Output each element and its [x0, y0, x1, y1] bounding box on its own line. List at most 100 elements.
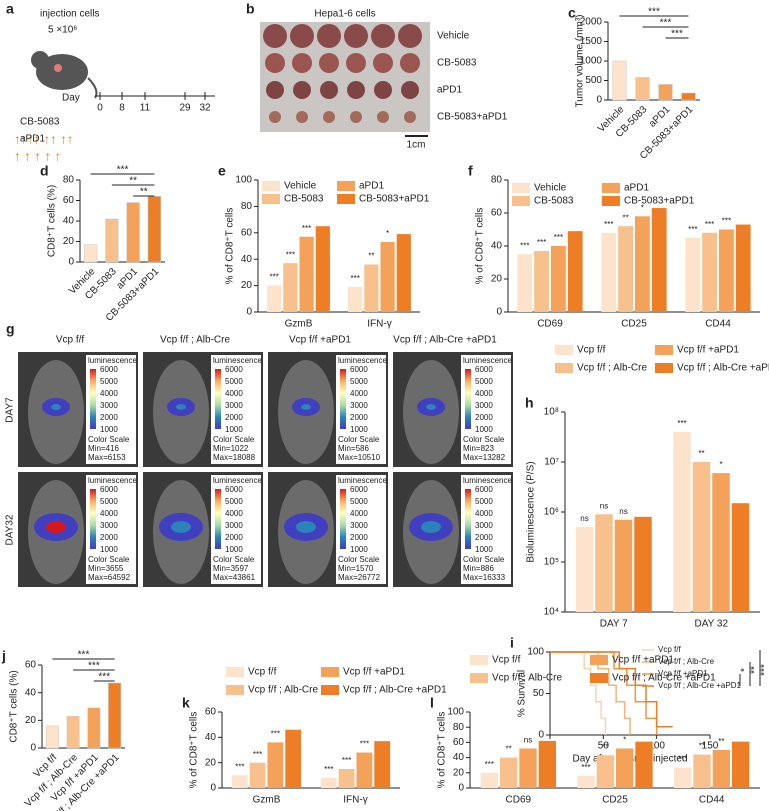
significance: ns — [580, 514, 588, 523]
panel-label: a — [6, 1, 14, 17]
colorbar-tick: 2000 — [475, 533, 493, 542]
legend-title: luminescence — [213, 476, 262, 485]
legend-swatch — [602, 183, 620, 193]
colorbar-tick: 4000 — [350, 509, 368, 518]
legend-label: Vcp f/f +aPD1 — [677, 345, 739, 356]
tumor-photo — [350, 111, 362, 123]
panel-label: l — [430, 695, 434, 711]
significance: *** — [88, 661, 100, 672]
max: Max=16333 — [463, 573, 506, 582]
colorbar-tick: 3000 — [225, 521, 243, 530]
colorbar-tick: 6000 — [475, 365, 493, 374]
tumor-photo — [293, 81, 311, 99]
max: Max=18088 — [213, 453, 256, 462]
bar — [692, 462, 711, 612]
tumor-photo — [401, 81, 419, 99]
legend-swatch — [555, 345, 573, 355]
legend-label: Vehicle — [534, 183, 567, 194]
signal-core — [426, 404, 436, 410]
bar — [601, 232, 617, 312]
signal-core — [51, 404, 61, 410]
colorbar-tick: 6000 — [350, 485, 368, 494]
colorbar-tick: 4000 — [475, 509, 493, 518]
significance: *** — [537, 238, 546, 247]
drug-label: CB-5083 — [20, 117, 60, 128]
y-axis-label: % of CD8⁺T cells — [225, 208, 236, 285]
signal-core — [421, 521, 441, 533]
signal-core — [176, 404, 186, 410]
bar — [374, 741, 391, 788]
bar — [480, 772, 498, 788]
colorbar-tick: 1000 — [475, 425, 493, 434]
y-tick-label: 0 — [246, 307, 252, 318]
bar — [702, 232, 717, 312]
bar — [719, 229, 734, 312]
colorbar-tick: 1000 — [225, 425, 243, 434]
legend-swatch — [226, 685, 244, 695]
bar — [84, 244, 98, 263]
tumor-photo — [373, 53, 393, 73]
schematic-dose: 5 ×10⁶ — [48, 25, 77, 36]
significance: *** — [342, 756, 351, 765]
drug-label: aPD1 — [20, 134, 45, 145]
tumor-photo — [374, 81, 392, 99]
bar — [66, 715, 80, 749]
bar — [267, 285, 282, 312]
bar — [320, 777, 337, 788]
significance: *** — [235, 762, 244, 771]
colorbar-tick: 4000 — [225, 389, 243, 398]
signal-core — [296, 521, 316, 533]
tumor-photo — [404, 111, 416, 123]
significance: ns — [524, 736, 532, 745]
y-tick-label: 40 — [453, 752, 465, 763]
legend-label: CB-5083 — [284, 194, 324, 205]
bar — [595, 514, 613, 612]
significance: *** — [98, 672, 110, 683]
y-tick-label: 40 — [491, 241, 503, 252]
bar — [87, 707, 101, 749]
colorbar — [90, 369, 96, 429]
scale-title: Color Scale — [88, 435, 130, 444]
min: Min=3597 — [213, 564, 249, 573]
colorbar-tick: 4000 — [225, 509, 243, 518]
x-tick-label: CD69 — [537, 319, 563, 330]
legend-swatch — [262, 181, 280, 191]
bar — [551, 246, 566, 312]
tumor-photo — [346, 53, 366, 73]
colorbar-tick: 5000 — [350, 377, 368, 386]
column-title: Vcp f/f ; Alb-Cre — [160, 335, 230, 346]
significance: *** — [485, 760, 494, 769]
scale-title: Color Scale — [338, 555, 380, 564]
bar — [634, 516, 652, 612]
significance: *** — [760, 664, 769, 676]
photo-title: Hepa1-6 cells — [314, 9, 375, 20]
legend-swatch — [590, 673, 608, 683]
y-tick-label: 20 — [25, 715, 37, 726]
x-tick-label: GzmB — [285, 319, 313, 330]
bar — [267, 742, 284, 788]
min: Min=1570 — [338, 564, 374, 573]
panel-label: e — [218, 163, 226, 179]
significance: ** — [129, 176, 137, 187]
legend-title: luminescence — [463, 356, 512, 365]
colorbar-tick: 2000 — [100, 413, 118, 422]
colorbar-tick: 2000 — [100, 533, 118, 542]
bar — [500, 757, 518, 788]
survival-line — [550, 651, 673, 728]
y-tick-label: 20 — [241, 280, 253, 291]
tumor-photo — [265, 53, 285, 73]
bar — [315, 226, 330, 312]
column-title: Vcp f/f +aPD1 — [289, 335, 351, 346]
legend-swatch — [321, 667, 339, 677]
y-tick-label: 80 — [241, 201, 253, 212]
colorbar — [215, 489, 221, 549]
bar — [712, 473, 730, 612]
x-tick-label: CD44 — [699, 795, 725, 806]
tumor-photo — [347, 81, 365, 99]
legend-label: Vcp f/f ; Alb-Cre +aPD1 — [612, 673, 716, 684]
bar — [618, 226, 633, 312]
bar — [612, 60, 627, 101]
y-tick-label: 60 — [25, 660, 37, 671]
colorbar — [90, 489, 96, 549]
legend-label: Vcp f/f +aPD1 — [612, 655, 674, 666]
